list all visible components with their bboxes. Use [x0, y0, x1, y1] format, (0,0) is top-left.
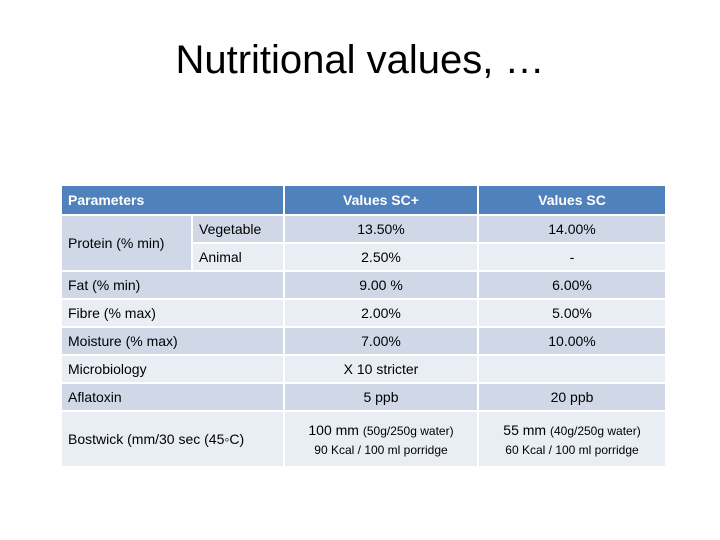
- microbiology-sc: [478, 355, 667, 384]
- nutrition-table: Parameters Values SC+ Values SC Protein …: [62, 186, 667, 468]
- table-row: Aflatoxin 5 ppb 20 ppb: [62, 383, 667, 412]
- fibre-sc: 5.00%: [478, 299, 667, 328]
- fibre-label: Fibre (% max): [62, 299, 285, 328]
- table-row: Microbiology X 10 stricter: [62, 355, 667, 384]
- protein-animal-sc-plus: 2.50%: [284, 243, 479, 272]
- protein-animal-sc: -: [478, 243, 667, 272]
- slide-title: Nutritional values, …: [175, 38, 545, 82]
- table-row: Moisture (% max) 7.00% 10.00%: [62, 327, 667, 356]
- bostwick-sc-value: 55 mm: [503, 421, 547, 438]
- bostwick-label: Bostwick (mm/30 sec (45◦C): [62, 411, 285, 468]
- bostwick-sc-cell: 55 mm (40g/250g water) 60 Kcal / 100 ml …: [478, 411, 667, 468]
- bostwick-sc-energy: 60 Kcal / 100 ml porridge: [505, 442, 639, 457]
- fibre-sc-plus: 2.00%: [284, 299, 479, 328]
- bostwick-sc-plus-detail: (50g/250g water): [362, 423, 454, 438]
- table-header-row: Parameters Values SC+ Values SC: [62, 186, 667, 216]
- moisture-sc: 10.00%: [478, 327, 667, 356]
- bostwick-sc-plus-cell: 100 mm (50g/250g water) 90 Kcal / 100 ml…: [284, 411, 479, 468]
- fat-label: Fat (% min): [62, 271, 285, 300]
- table-row: Fat (% min) 9.00 % 6.00%: [62, 271, 667, 300]
- moisture-label: Moisture (% max): [62, 327, 285, 356]
- bostwick-sc-plus-value: 100 mm: [308, 421, 359, 438]
- protein-animal-label: Animal: [192, 243, 285, 272]
- bostwick-sc-plus-energy: 90 Kcal / 100 ml porridge: [314, 442, 448, 457]
- table-row: Fibre (% max) 2.00% 5.00%: [62, 299, 667, 328]
- table-row: Animal 2.50% -: [62, 243, 667, 272]
- fat-sc: 6.00%: [478, 271, 667, 300]
- header-values-sc-plus: Values SC+: [284, 186, 479, 216]
- bostwick-sc-detail: (40g/250g water): [549, 423, 641, 438]
- microbiology-sc-plus: X 10 stricter: [284, 355, 479, 384]
- microbiology-label: Microbiology: [62, 355, 285, 384]
- aflatoxin-label: Aflatoxin: [62, 383, 285, 412]
- header-values-sc: Values SC: [478, 186, 667, 216]
- aflatoxin-sc-plus: 5 ppb: [284, 383, 479, 412]
- fat-sc-plus: 9.00 %: [284, 271, 479, 300]
- protein-vegetable-label: Vegetable: [192, 215, 285, 244]
- moisture-sc-plus: 7.00%: [284, 327, 479, 356]
- aflatoxin-sc: 20 ppb: [478, 383, 667, 412]
- protein-vegetable-sc-plus: 13.50%: [284, 215, 479, 244]
- protein-label: Protein (% min): [62, 215, 193, 272]
- table-row: Protein (% min) Vegetable 13.50% 14.00%: [62, 215, 667, 272]
- header-parameters: Parameters: [62, 186, 285, 216]
- table-row: Bostwick (mm/30 sec (45◦C) 100 mm (50g/2…: [62, 411, 667, 468]
- protein-vegetable-sc: 14.00%: [478, 215, 667, 244]
